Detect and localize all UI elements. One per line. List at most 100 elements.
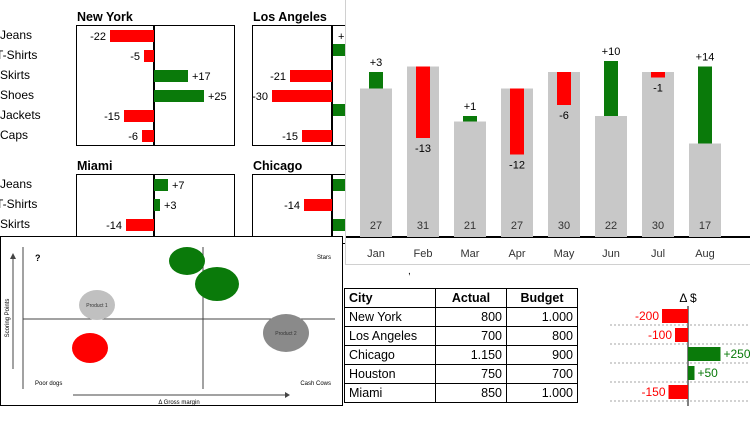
quadrant-label-top-left: ? xyxy=(35,253,41,263)
chart-chicago: -14 xyxy=(284,175,351,243)
data-label: -6 xyxy=(128,131,138,143)
quadrant-label-bottom-right: Cash Cows xyxy=(300,381,331,387)
data-label: +7 xyxy=(172,180,185,192)
delta-label: -1 xyxy=(653,83,663,95)
bar xyxy=(154,179,168,191)
table-row: Los Angeles 700 800 xyxy=(344,326,578,346)
scatter-point xyxy=(195,267,239,301)
category-label-tshirts: T-Shirts xyxy=(0,48,38,62)
bar xyxy=(110,30,154,42)
delta-chart-title: Δ $ xyxy=(679,291,697,305)
table-cell-city: New York xyxy=(344,307,436,327)
base-value-label: 30 xyxy=(558,220,570,232)
month-tick-label: May xyxy=(554,248,575,260)
base-bar xyxy=(360,88,392,237)
table-cell-city: Los Angeles xyxy=(344,326,436,346)
data-label: -15 xyxy=(104,111,120,123)
bar xyxy=(144,50,154,62)
delta-bar xyxy=(510,88,524,155)
delta-label: +14 xyxy=(696,52,715,64)
point-label: Product 2 xyxy=(275,331,297,337)
table-cell-actual: 850 xyxy=(435,383,507,403)
column-header-actual: Actual xyxy=(435,288,507,308)
delta-bar xyxy=(463,116,477,122)
chart-miami: +7 +3 -14 xyxy=(106,175,185,243)
table-cell-budget: 1.000 xyxy=(506,383,578,403)
chart-box-chicago: -14 xyxy=(252,174,352,244)
category-label-jeans: Jeans xyxy=(0,28,33,42)
delta-label: +1 xyxy=(464,101,477,113)
data-label: +3 xyxy=(164,200,177,212)
delta-label: -6 xyxy=(559,110,569,122)
scatter-point xyxy=(72,333,108,363)
base-bar xyxy=(642,72,674,237)
bar xyxy=(126,219,154,231)
table-row: Miami 850 1.000 xyxy=(344,383,578,403)
bar xyxy=(662,309,688,323)
table-cell-actual: 700 xyxy=(435,326,507,346)
data-label: -14 xyxy=(106,220,122,232)
table-cell-city: Miami xyxy=(344,383,436,403)
bar xyxy=(124,110,154,122)
delta-bar xyxy=(557,72,571,105)
table-cell-actual: 1.150 xyxy=(435,345,507,365)
month-tick-label: Jul xyxy=(651,248,665,260)
base-value-label: 17 xyxy=(699,220,711,232)
data-label: -200 xyxy=(635,309,659,323)
data-label: -15 xyxy=(282,131,298,143)
delta-bar xyxy=(698,66,712,144)
base-value-label: 31 xyxy=(417,220,429,232)
x-axis-label: Δ Gross margin xyxy=(158,400,199,405)
base-bar xyxy=(454,121,486,237)
category-label-jeans: Jeans xyxy=(0,177,33,191)
month-tick-label: Apr xyxy=(508,248,525,260)
table-row: Chicago 1.150 900 xyxy=(344,345,578,365)
delta-label: +10 xyxy=(602,46,621,58)
chart-title-los-angeles: Los Angeles xyxy=(253,10,327,24)
bar xyxy=(668,385,688,399)
delta-bar xyxy=(651,72,665,78)
chart-delta-dollars: Δ $ -200 -100 +250 +50 -150 xyxy=(610,291,750,406)
base-bar xyxy=(689,143,721,237)
bar xyxy=(304,199,332,211)
chart-los-angeles: + -21-30 -15 xyxy=(253,26,351,145)
scatter-point xyxy=(79,290,115,320)
base-value-label: 22 xyxy=(605,220,617,232)
data-label: -30 xyxy=(253,91,268,103)
delta-bar xyxy=(369,72,383,89)
stray-mark: , xyxy=(408,266,411,277)
table-row: New York 800 1.000 xyxy=(344,307,578,327)
table-cell-budget: 800 xyxy=(506,326,578,346)
chart-portfolio-matrix: Δ Gross margin Scoring Points? Stars Poor d… xyxy=(5,247,335,406)
category-label-tshirts: T-Shirts xyxy=(0,197,38,211)
category-label-jackets: Jackets xyxy=(0,108,41,122)
chart-title-new-york: New York xyxy=(77,10,133,24)
month-tick-label: Aug xyxy=(695,248,715,260)
month-tick-label: Mar xyxy=(461,248,480,260)
delta-bar xyxy=(604,61,618,116)
table-cell-actual: 750 xyxy=(435,364,507,384)
table-cell-city: Houston xyxy=(344,364,436,384)
city-table: City Actual Budget New York 800 1.000 Lo… xyxy=(344,288,578,403)
data-label: +17 xyxy=(192,71,211,83)
arrow-head-icon xyxy=(285,392,290,398)
month-tick-label: Jun xyxy=(602,248,620,260)
category-label-caps: Caps xyxy=(0,128,29,142)
bar xyxy=(154,90,204,102)
delta-bar xyxy=(416,66,430,138)
data-label: -5 xyxy=(130,51,140,63)
data-label: +250 xyxy=(724,347,750,361)
bar xyxy=(290,70,332,82)
bar xyxy=(142,130,154,142)
y-axis-label: Scoring Points xyxy=(5,299,11,338)
bar xyxy=(675,328,688,342)
bar xyxy=(688,366,695,380)
category-label-shoes: Shoes xyxy=(0,88,35,102)
table-cell-budget: 700 xyxy=(506,364,578,384)
bar xyxy=(688,347,721,361)
quadrant-label-bottom-left: Poor dogs xyxy=(35,381,62,387)
chart-monthly-deltas: 27 +3 Jan 31 -13 Feb 21 +1 Mar 27 -12 Apr 30 -6 May 22 +… xyxy=(346,46,750,260)
base-value-label: 21 xyxy=(464,220,476,232)
data-label: +25 xyxy=(208,91,227,103)
data-label: -100 xyxy=(648,328,672,342)
